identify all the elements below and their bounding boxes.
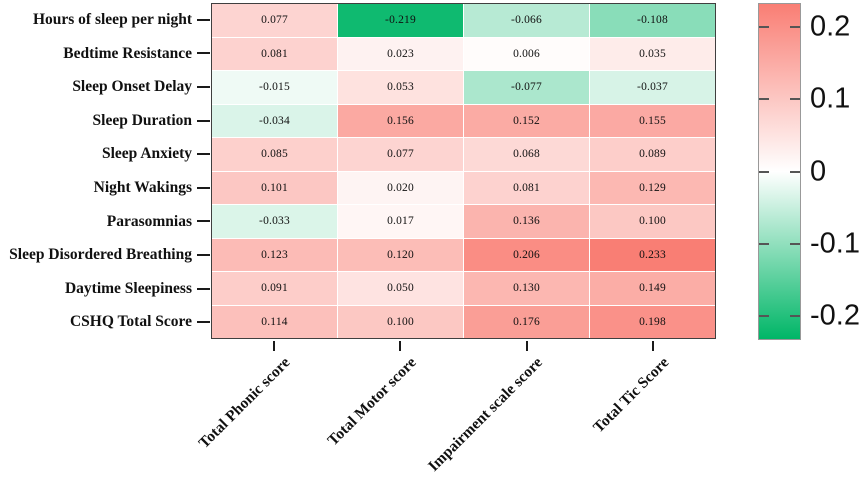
heatmap-cell: 0.020	[338, 171, 463, 204]
y-axis-label: Bedtime Resistance	[63, 44, 192, 62]
colorbar-tick-mark	[759, 242, 769, 245]
colorbar-tick-mark	[790, 315, 800, 318]
colorbar-tick-mark	[759, 98, 769, 101]
x-axis-tick-mark	[525, 341, 528, 351]
heatmap-cell: -0.037	[590, 71, 715, 104]
heatmap-cell: 0.085	[212, 138, 337, 171]
heatmap-cell: 0.129	[590, 171, 715, 204]
y-axis-tick-mark	[197, 220, 210, 223]
heatmap-cell: 0.101	[212, 171, 337, 204]
heatmap-cell: -0.033	[212, 205, 337, 238]
heatmap-grid: 0.077 -0.219 -0.066 -0.108 0.081 0.023 0.006 0.…	[211, 3, 716, 339]
heatmap-cell: 0.053	[338, 71, 463, 104]
heatmap-cell: 0.130	[464, 272, 589, 305]
x-axis-label: Total Phonic score	[195, 354, 294, 452]
colorbar-tick-mark	[759, 25, 769, 28]
y-axis-tick-mark	[197, 18, 210, 21]
y-axis-tick-mark	[197, 321, 210, 324]
heatmap-cell: -0.066	[464, 4, 589, 37]
heatmap-cell: 0.100	[338, 305, 463, 338]
colorbar-tick-mark	[790, 25, 800, 28]
heatmap-cell: -0.015	[212, 71, 337, 104]
x-axis-tick-mark	[273, 341, 276, 351]
y-axis-label: Sleep Duration	[92, 111, 192, 129]
y-axis-tick-mark	[197, 153, 210, 156]
colorbar-tick-mark	[759, 170, 769, 173]
heatmap-cell: 0.233	[590, 238, 715, 271]
y-axis-label-row: Parasomnias	[0, 205, 211, 239]
y-axis-label-row: Sleep Duration	[0, 104, 211, 138]
y-axis-label-row: Bedtime Resistance	[0, 37, 211, 71]
y-axis-label: Sleep Onset Delay	[72, 78, 192, 96]
heatmap-cell: 0.149	[590, 272, 715, 305]
heatmap-cell: 0.123	[212, 238, 337, 271]
y-axis-tick-mark	[197, 52, 210, 55]
heatmap-cell: 0.035	[590, 37, 715, 70]
y-axis-tick-mark	[197, 287, 210, 290]
y-axis-label-row: Night Wakings	[0, 171, 211, 205]
y-axis-label-row: Sleep Anxiety	[0, 137, 211, 171]
x-axis-label: Total Tic Score	[589, 354, 672, 437]
heatmap-cell: 0.152	[464, 104, 589, 137]
heatmap-cell: 0.156	[338, 104, 463, 137]
y-axis-label: Hours of sleep per night	[32, 11, 192, 29]
colorbar-tick-label: -0.1	[810, 227, 860, 260]
heatmap-cell: 0.100	[590, 205, 715, 238]
colorbar-tick-mark	[790, 170, 800, 173]
y-axis-tick-mark	[197, 119, 210, 122]
heatmap-cell: 0.017	[338, 205, 463, 238]
y-axis-label-row: Hours of sleep per night	[0, 3, 211, 37]
heatmap-cell: 0.136	[464, 205, 589, 238]
heatmap-cell: 0.091	[212, 272, 337, 305]
heatmap-cell: 0.176	[464, 305, 589, 338]
heatmap-cell: 0.077	[338, 138, 463, 171]
heatmap-cell: 0.081	[212, 37, 337, 70]
heatmap-cell: 0.089	[590, 138, 715, 171]
heatmap-cell: 0.120	[338, 238, 463, 271]
colorbar-tick-label: 0.1	[810, 82, 851, 115]
heatmap-cell: 0.081	[464, 171, 589, 204]
heatmap-cell: -0.077	[464, 71, 589, 104]
heatmap-cell: 0.023	[338, 37, 463, 70]
colorbar-tick-label: 0.2	[810, 10, 851, 43]
heatmap-cell: -0.034	[212, 104, 337, 137]
x-axis-tick-mark	[399, 341, 402, 351]
x-axis-tick-mark	[651, 341, 654, 351]
heatmap-cell: 0.006	[464, 37, 589, 70]
colorbar-tick-mark	[790, 98, 800, 101]
y-axis-label: Sleep Disordered Breathing	[9, 246, 192, 264]
heatmap-cell: 0.198	[590, 305, 715, 338]
y-axis-label-row: Sleep Onset Delay	[0, 70, 211, 104]
y-axis-tick-mark	[197, 186, 210, 189]
x-axis-label: Impairment scale score	[424, 354, 546, 475]
colorbar-tick-mark	[759, 315, 769, 318]
heatmap-cell: 0.206	[464, 238, 589, 271]
heatmap-cell: 0.077	[212, 4, 337, 37]
heatmap-cell: 0.050	[338, 272, 463, 305]
colorbar-tick-label: -0.2	[810, 299, 860, 332]
colorbar-tick-mark	[790, 242, 800, 245]
heatmap-cell: 0.114	[212, 305, 337, 338]
heatmap-cell: 0.155	[590, 104, 715, 137]
y-axis-label-row: Daytime Sleepiness	[0, 272, 211, 306]
x-axis-label: Total Motor score	[324, 354, 420, 450]
colorbar-tick-label: 0	[810, 155, 827, 187]
y-axis-label-row: CSHQ Total Score	[0, 305, 211, 339]
heatmap-cell: 0.068	[464, 138, 589, 171]
y-axis-label: Parasomnias	[106, 212, 192, 230]
heatmap-cell: -0.219	[338, 4, 463, 37]
heatmap-cell: -0.108	[590, 4, 715, 37]
y-axis-label: Daytime Sleepiness	[64, 279, 192, 297]
y-axis-tick-mark	[197, 253, 210, 256]
y-axis-label-row: Sleep Disordered Breathing	[0, 238, 211, 272]
y-axis-label: Sleep Anxiety	[102, 145, 192, 163]
y-axis-tick-mark	[197, 85, 210, 88]
y-axis-label: CSHQ Total Score	[69, 313, 192, 331]
y-axis-label: Night Wakings	[93, 179, 192, 197]
